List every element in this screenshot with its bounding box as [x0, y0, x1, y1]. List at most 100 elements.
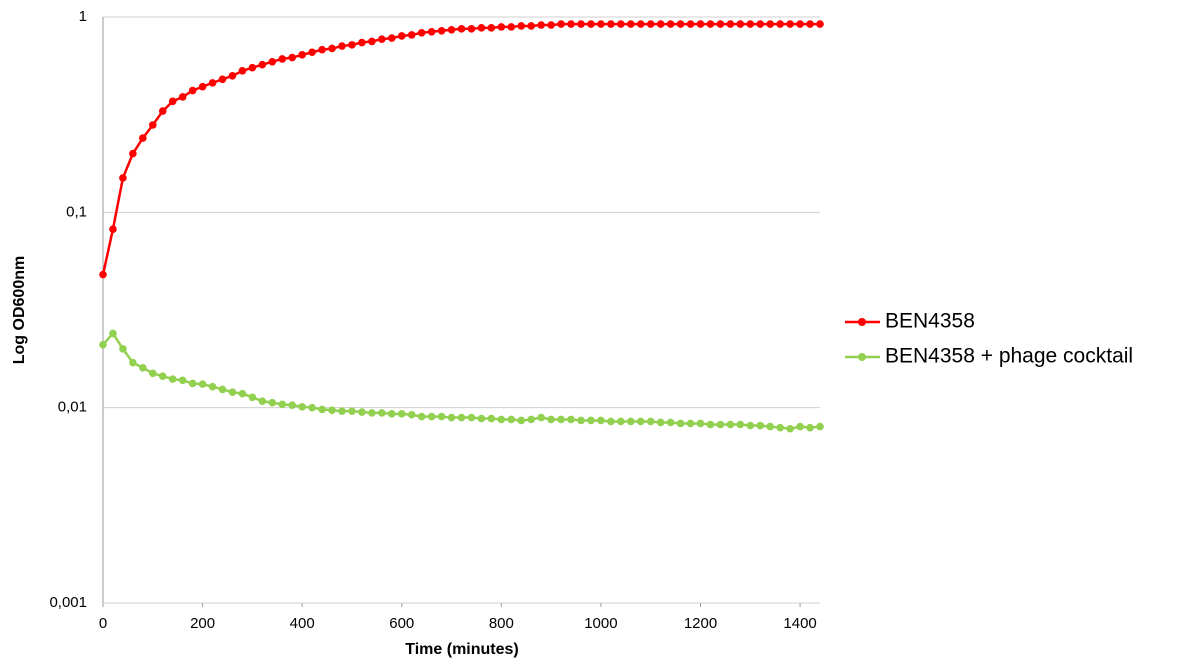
data-point: [626, 417, 635, 426]
data-point: [158, 372, 167, 380]
data-point: [139, 363, 147, 372]
data-point: [467, 413, 476, 422]
y-tick-label: 0,001: [49, 594, 87, 611]
data-point: [477, 24, 486, 32]
data-point: [328, 44, 336, 53]
x-tick-label: 1000: [584, 615, 617, 632]
data-point: [218, 75, 227, 84]
data-point: [597, 416, 605, 425]
data-point: [298, 403, 306, 411]
data-point: [756, 20, 765, 28]
data-point: [527, 415, 536, 424]
data-point: [587, 416, 595, 425]
data-point: [228, 72, 237, 80]
data-point: [397, 32, 406, 40]
data-point: [527, 22, 536, 30]
data-point: [656, 20, 665, 28]
data-point: [806, 20, 814, 28]
data-point: [129, 358, 137, 367]
x-tick-label: 400: [290, 615, 315, 632]
legend-label: BEN4358 + phage cocktail: [885, 345, 1133, 368]
data-point: [617, 417, 625, 426]
data-point: [776, 423, 784, 432]
data-point: [258, 397, 267, 405]
data-point: [786, 424, 794, 433]
data-point: [467, 25, 476, 33]
data-point: [557, 20, 565, 28]
data-point: [168, 97, 177, 106]
data-point: [487, 414, 496, 423]
data-point: [736, 20, 745, 28]
data-point: [308, 403, 316, 412]
data-point: [607, 20, 615, 28]
data-point: [358, 38, 366, 47]
data-point: [427, 27, 436, 36]
data-point: [288, 53, 297, 62]
data-point: [487, 24, 496, 32]
data-point: [208, 79, 217, 87]
data-point: [696, 20, 705, 28]
data-point: [816, 20, 824, 28]
legend-label: BEN4358: [885, 310, 975, 333]
legend-marker: [858, 353, 866, 361]
data-point: [178, 93, 187, 101]
data-point: [407, 31, 416, 39]
data-point: [368, 37, 376, 46]
data-point: [706, 420, 715, 429]
data-point: [646, 20, 655, 28]
data-point: [119, 174, 127, 182]
data-point: [188, 86, 197, 95]
data-point: [567, 20, 575, 28]
data-point: [716, 420, 725, 429]
data-point: [447, 25, 456, 34]
y-tick-label: 0,1: [66, 203, 87, 220]
data-point: [158, 107, 167, 115]
data-point: [537, 21, 545, 29]
data-point: [417, 412, 426, 421]
data-point: [258, 60, 267, 69]
data-point: [228, 388, 237, 396]
data-point: [507, 23, 516, 31]
data-point: [577, 416, 585, 425]
data-point: [507, 415, 516, 424]
data-point: [666, 20, 675, 28]
data-point: [119, 345, 127, 353]
data-point: [477, 414, 486, 423]
y-tick-label: 0,01: [58, 399, 87, 416]
data-point: [676, 419, 685, 428]
x-axis-title: Time (minutes): [405, 641, 519, 658]
data-point: [358, 408, 366, 416]
data-point: [278, 55, 287, 63]
data-point: [348, 407, 356, 415]
data-point: [129, 149, 137, 158]
data-point: [776, 20, 784, 28]
data-point: [746, 421, 755, 430]
data-point: [676, 20, 685, 28]
data-point: [726, 420, 735, 429]
data-point: [597, 20, 605, 28]
data-point: [497, 23, 506, 31]
data-point: [198, 380, 207, 388]
data-point: [99, 270, 107, 279]
data-point: [746, 20, 755, 28]
data-point: [109, 225, 117, 233]
data-point: [766, 20, 775, 28]
data-point: [547, 21, 555, 29]
data-point: [268, 57, 277, 66]
data-point: [517, 416, 526, 425]
data-point: [417, 29, 426, 37]
data-point: [288, 401, 297, 409]
data-point: [148, 369, 157, 378]
data-point: [547, 415, 555, 424]
data-point: [278, 400, 287, 409]
data-point: [607, 417, 615, 426]
data-point: [716, 20, 725, 28]
data-point: [338, 42, 346, 50]
data-point: [736, 420, 745, 429]
data-point: [427, 412, 436, 421]
data-point: [298, 51, 306, 59]
data-point: [387, 410, 396, 418]
data-point: [656, 418, 665, 427]
data-point: [636, 417, 645, 426]
